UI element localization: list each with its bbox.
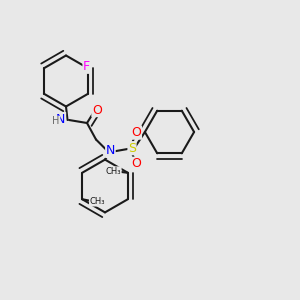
Text: N: N: [56, 112, 66, 126]
Text: O: O: [132, 157, 141, 170]
Text: CH₃: CH₃: [89, 197, 105, 206]
Text: S: S: [128, 142, 136, 155]
Text: H: H: [52, 116, 60, 126]
Text: N: N: [106, 144, 115, 158]
Text: O: O: [92, 103, 102, 117]
Text: CH₃: CH₃: [106, 167, 121, 176]
Text: F: F: [83, 60, 90, 73]
Text: O: O: [132, 126, 141, 139]
